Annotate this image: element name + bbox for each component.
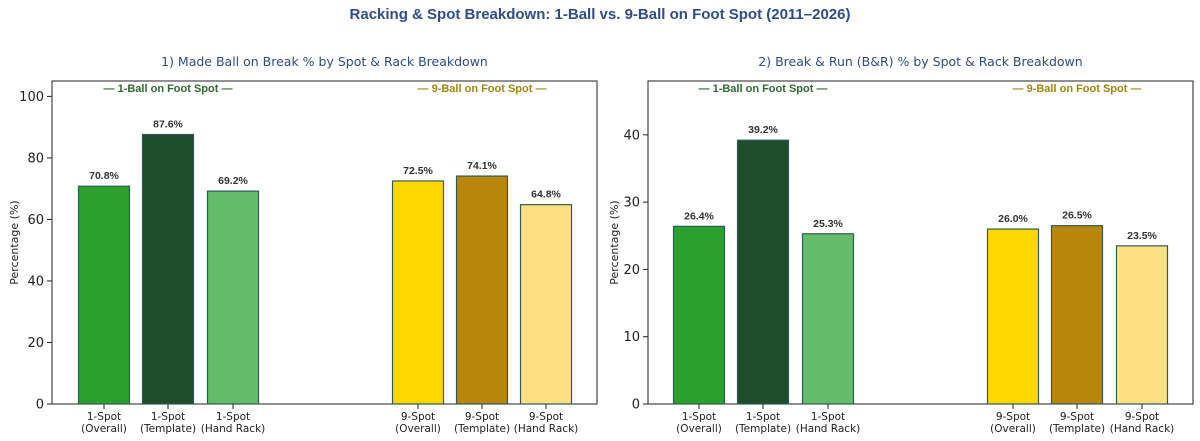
x-tick-label: 9-Spot (Hand Rack) [1110, 411, 1175, 435]
panel-title: 1) Made Ball on Break % by Spot & Rack B… [161, 54, 488, 69]
y-tick-label: 10 [623, 330, 640, 345]
y-tick-label: 30 [623, 196, 640, 211]
y-tick-label: 40 [623, 128, 640, 143]
main-title: Racking & Spot Breakdown: 1-Ball vs. 9-B… [349, 6, 851, 23]
x-tick-label: 9-Spot (Overall) [990, 411, 1036, 435]
x-tick-label: 1-Spot (Hand Rack) [796, 411, 861, 435]
y-tick-label: 100 [19, 90, 44, 105]
data-label: 26.5% [1062, 210, 1092, 222]
data-label: 69.2% [218, 175, 248, 187]
x-tick-label: 1-Spot (Template) [140, 411, 196, 435]
y-tick-label: 20 [27, 336, 44, 351]
panel-title: 2) Break & Run (B&R) % by Spot & Rack Br… [758, 54, 1082, 69]
y-tick-label: 60 [27, 213, 44, 228]
y-tick-label: 40 [27, 274, 44, 289]
x-tick-label: 9-Spot (Hand Rack) [514, 411, 579, 435]
bar [455, 175, 509, 405]
x-tick-label: 1-Spot (Overall) [81, 411, 127, 435]
x-tick-label: 9-Spot (Template) [454, 411, 510, 435]
bar [141, 133, 195, 405]
y-tick-label: 0 [632, 398, 640, 413]
data-label: 64.8% [531, 189, 561, 201]
bar [736, 139, 790, 405]
data-label: 26.0% [998, 213, 1028, 225]
data-label: 39.2% [748, 124, 778, 136]
data-label: 25.3% [813, 218, 843, 230]
bar [1050, 225, 1104, 405]
group-label: — 1-Ball on Foot Spot — [104, 83, 233, 95]
bar [986, 228, 1040, 405]
y-axis-label: Percentage (%) [608, 200, 621, 284]
x-tick-label: 1-Spot (Template) [735, 411, 791, 435]
data-label: 87.6% [153, 119, 183, 131]
group-label: — 9-Ball on Foot Spot — [418, 83, 547, 95]
plot-frame [647, 80, 1194, 405]
x-tick-label: 1-Spot (Hand Rack) [201, 411, 266, 435]
x-tick-label: 9-Spot (Template) [1049, 411, 1105, 435]
data-label: 26.4% [684, 210, 714, 222]
bar [206, 190, 260, 405]
bar [801, 233, 855, 405]
x-tick-label: 1-Spot (Overall) [676, 411, 722, 435]
bar [1115, 245, 1169, 405]
data-label: 23.5% [1127, 230, 1157, 242]
y-axis-label: Percentage (%) [8, 200, 21, 284]
data-label: 72.5% [403, 165, 433, 177]
group-label: — 1-Ball on Foot Spot — [699, 83, 828, 95]
data-label: 74.1% [467, 160, 497, 172]
bar [672, 225, 726, 405]
y-tick-label: 0 [36, 398, 44, 413]
y-tick-label: 20 [623, 263, 640, 278]
bar [391, 180, 445, 405]
bar [77, 185, 131, 405]
bar [519, 204, 573, 405]
x-tick-label: 9-Spot (Overall) [395, 411, 441, 435]
data-label: 70.8% [89, 170, 119, 182]
plot-frame [51, 80, 598, 405]
y-tick-label: 80 [27, 151, 44, 166]
group-label: — 9-Ball on Foot Spot — [1013, 83, 1142, 95]
